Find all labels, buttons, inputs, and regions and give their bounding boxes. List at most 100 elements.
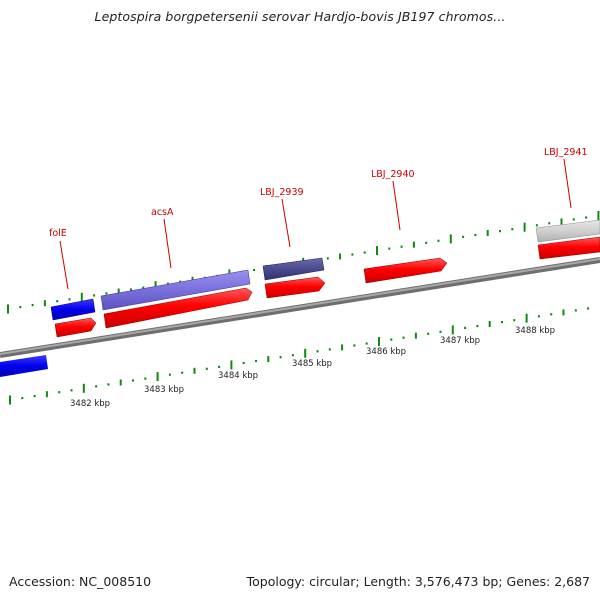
outer-tick (154, 281, 157, 291)
feature-lbj2940-cds[interactable] (363, 257, 448, 284)
inner-tick (193, 367, 196, 374)
tick-row-inner (9, 307, 590, 405)
feature-acsa-gene[interactable] (100, 269, 251, 311)
inner-tick (21, 397, 24, 400)
inner-tick (181, 371, 184, 374)
inner-tick (218, 365, 221, 368)
inner-tick (255, 359, 257, 363)
feature-fole-cds[interactable] (54, 317, 97, 338)
outer-tick (548, 222, 551, 225)
outer-tick (339, 253, 342, 260)
outer-tick (376, 246, 378, 256)
outer-tick (535, 224, 538, 227)
feature-blue-left[interactable] (0, 355, 48, 377)
outer-tick (597, 211, 600, 220)
inner-tick (316, 350, 319, 353)
inner-tick (402, 336, 405, 339)
kbp-label-3488: 3488 kbp (515, 326, 555, 336)
gene-label-fole[interactable]: folE (49, 228, 67, 239)
inner-tick (95, 385, 98, 388)
inner-tick (9, 395, 11, 405)
kbp-label-3487: 3487 kbp (440, 336, 480, 346)
chromosome-backbone (0, 257, 600, 358)
inner-tick (488, 321, 491, 327)
inner-tick (267, 356, 270, 363)
outer-tick (105, 292, 108, 295)
outer-tick (437, 239, 440, 242)
inner-tick (205, 367, 208, 370)
outer-tick (462, 235, 465, 238)
outer-tick (93, 294, 96, 297)
outer-tick (560, 218, 563, 225)
gene-label-lbj2939[interactable]: LBJ_2939 (260, 187, 304, 198)
outer-tick (412, 241, 415, 248)
inner-tick (341, 344, 344, 351)
outer-tick (166, 282, 169, 285)
gene-label-lbj2940[interactable]: LBJ_2940 (371, 169, 415, 180)
inner-tick (230, 360, 233, 370)
kbp-label-3482: 3482 kbp (70, 399, 110, 409)
inner-tick (476, 324, 479, 328)
leader-lbj2939 (281, 198, 291, 248)
outer-tick (179, 280, 182, 283)
outer-tick (523, 222, 526, 232)
inner-tick (439, 330, 442, 333)
genome-summary-text: Topology: circular; Length: 3,576,473 bp… (246, 574, 590, 589)
inner-tick (33, 395, 36, 398)
inner-tick (365, 342, 368, 345)
inner-tick (45, 391, 48, 398)
accession-text: Accession: NC_008510 (9, 574, 152, 589)
inner-tick (119, 379, 122, 386)
inner-tick (550, 313, 553, 316)
inner-tick (574, 309, 577, 312)
kbp-label-3483: 3483 kbp (144, 385, 184, 395)
outer-tick (351, 253, 354, 256)
outer-tick (388, 247, 391, 250)
inner-tick (279, 356, 282, 359)
inner-tick (562, 309, 565, 316)
gene-label-lbj2941[interactable]: LBJ_2941 (544, 147, 588, 158)
outer-tick (80, 292, 83, 302)
inner-tick (82, 383, 85, 393)
inner-tick (70, 389, 73, 392)
feature-lbj2941-cds[interactable] (537, 236, 600, 260)
leader-lbj2940 (392, 180, 401, 231)
feature-lbj2941-gene[interactable] (535, 219, 600, 243)
kbp-label-3485: 3485 kbp (292, 359, 332, 369)
inner-tick (353, 344, 356, 347)
outer-tick (585, 216, 588, 219)
outer-tick (43, 300, 46, 307)
outer-tick (130, 288, 132, 291)
outer-tick (486, 230, 489, 236)
leader-fole (59, 240, 69, 290)
outer-tick (19, 306, 22, 309)
inner-tick (513, 319, 516, 322)
inner-tick (156, 372, 159, 382)
kbp-label-3486: 3486 kbp (366, 347, 406, 357)
outer-tick (400, 245, 403, 248)
outer-tick (449, 234, 452, 244)
outer-tick (68, 298, 71, 301)
feature-acsa-cds[interactable] (103, 287, 253, 329)
label-leader-lines (59, 158, 572, 290)
feature-lbj2939-cds[interactable] (264, 276, 326, 299)
gene-label-acsa[interactable]: acsA (151, 207, 174, 218)
outer-tick (253, 268, 255, 272)
outer-tick (499, 230, 501, 233)
feature-lbj2939-gene[interactable] (262, 257, 325, 281)
gene-label-group: folE acsA LBJ_2939 LBJ_2940 LBJ_2941 (49, 147, 588, 239)
inner-tick (587, 307, 590, 310)
inner-tick (168, 373, 171, 376)
outer-tick (572, 218, 575, 221)
outer-tick (425, 241, 428, 244)
inner-tick (304, 348, 307, 358)
inner-tick (414, 332, 417, 339)
feature-fole-gene[interactable] (50, 298, 96, 321)
inner-tick (58, 391, 61, 394)
inner-tick (501, 321, 503, 324)
outer-tick (511, 228, 514, 231)
outer-tick (7, 304, 9, 314)
outer-tick (326, 257, 329, 260)
inner-tick (537, 315, 540, 318)
